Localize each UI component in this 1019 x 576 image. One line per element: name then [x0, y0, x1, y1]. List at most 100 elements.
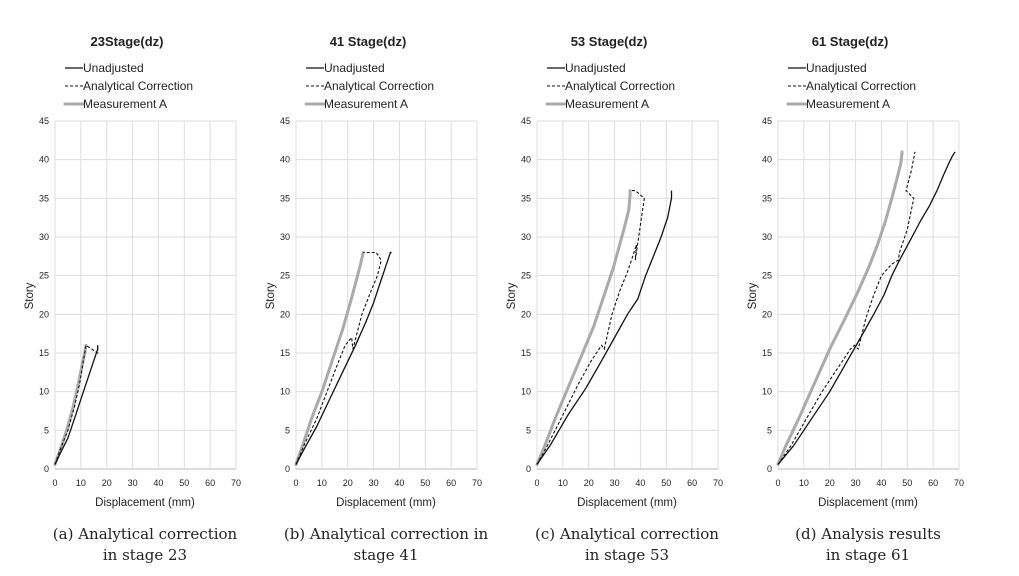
y-tick-label: 0 — [285, 464, 290, 474]
x-tick-label: 0 — [775, 478, 780, 488]
y-tick-label: 25 — [521, 271, 531, 281]
y-tick-label: 40 — [521, 155, 531, 165]
x-tick-label: 30 — [851, 478, 861, 488]
y-tick-label: 45 — [280, 116, 290, 126]
series-line-analytical-correction — [777, 151, 916, 465]
series-line-analytical-correction — [536, 190, 645, 465]
caption-line: in stage 23 — [102, 546, 188, 564]
caption-line: in stage 53 — [584, 546, 670, 564]
y-tick-label: 10 — [39, 387, 49, 397]
x-tick-label: 10 — [799, 478, 809, 488]
y-axis-title: Story — [24, 282, 36, 309]
caption-line: (a) Analytical correction — [52, 525, 238, 543]
y-tick-label: 25 — [280, 271, 290, 281]
y-tick-label: 45 — [762, 116, 772, 126]
x-tick-label: 20 — [102, 478, 112, 488]
x-tick-label: 20 — [343, 478, 353, 488]
y-tick-label: 15 — [280, 348, 290, 358]
series-line-unadjusted — [295, 251, 392, 465]
legend-label-analytical-correction: Analytical Correction — [324, 79, 434, 93]
y-tick-label: 5 — [767, 425, 772, 435]
x-axis-title: Displacement (mm) — [95, 497, 195, 509]
y-tick-label: 40 — [280, 155, 290, 165]
legend-label-measurement-a: Measurement A — [83, 97, 167, 111]
series-line-unadjusted — [536, 190, 673, 465]
y-tick-label: 20 — [521, 309, 531, 319]
series-line-measurement-a — [776, 150, 904, 466]
x-tick-label: 30 — [610, 478, 620, 488]
figure-caption-c: (c) Analytical correction in stage 53 — [502, 524, 752, 566]
x-tick-label: 40 — [635, 478, 645, 488]
y-tick-label: 0 — [767, 464, 772, 474]
legend-label-unadjusted: Unadjusted — [565, 61, 626, 75]
y-tick-label: 45 — [521, 116, 531, 126]
x-tick-label: 40 — [876, 478, 886, 488]
y-tick-label: 10 — [521, 387, 531, 397]
figure-caption-a: (a) Analytical correction in stage 23 — [20, 524, 270, 566]
caption-line: in stage 61 — [825, 546, 911, 564]
y-tick-label: 30 — [39, 232, 49, 242]
x-tick-label: 0 — [534, 478, 539, 488]
legend-label-analytical-correction: Analytical Correction — [83, 79, 193, 93]
x-tick-label: 30 — [369, 478, 379, 488]
y-tick-label: 30 — [521, 232, 531, 242]
y-tick-label: 35 — [280, 193, 290, 203]
x-tick-label: 50 — [420, 478, 430, 488]
y-tick-label: 25 — [39, 271, 49, 281]
y-tick-label: 25 — [762, 271, 772, 281]
y-tick-label: 30 — [280, 232, 290, 242]
legend-label-measurement-a: Measurement A — [565, 97, 649, 111]
y-tick-label: 0 — [44, 464, 49, 474]
chart-title: 23Stage(dz) — [91, 34, 164, 49]
y-tick-label: 5 — [44, 425, 49, 435]
series-line-measurement-a — [294, 251, 365, 466]
series-line-measurement-a — [53, 343, 88, 466]
caption-line: (d) Analysis results — [795, 525, 941, 543]
legend-label-unadjusted: Unadjusted — [324, 61, 385, 75]
x-tick-label: 60 — [687, 478, 697, 488]
caption-line: stage 41 — [353, 546, 419, 564]
legend-label-unadjusted: Unadjusted — [83, 61, 144, 75]
x-axis-title: Displacement (mm) — [577, 497, 677, 509]
legend-label-analytical-correction: Analytical Correction — [565, 79, 675, 93]
x-tick-label: 0 — [52, 478, 57, 488]
y-tick-label: 5 — [526, 425, 531, 435]
y-tick-label: 30 — [762, 232, 772, 242]
y-tick-label: 20 — [762, 309, 772, 319]
x-tick-label: 50 — [902, 478, 912, 488]
x-tick-label: 60 — [446, 478, 456, 488]
chart-title: 61 Stage(dz) — [812, 34, 889, 49]
legend-label-analytical-correction: Analytical Correction — [806, 79, 916, 93]
caption-line: (b) Analytical correction in — [283, 525, 489, 543]
y-axis-title: Story — [747, 282, 759, 309]
legend-label-measurement-a: Measurement A — [806, 97, 890, 111]
x-tick-label: 60 — [205, 478, 215, 488]
y-tick-label: 20 — [280, 309, 290, 319]
y-tick-label: 40 — [39, 155, 49, 165]
y-tick-label: 35 — [762, 193, 772, 203]
y-tick-label: 40 — [762, 155, 772, 165]
x-axis-title: Displacement (mm) — [818, 497, 918, 509]
x-tick-label: 50 — [661, 478, 671, 488]
x-tick-label: 70 — [231, 478, 241, 488]
chart-title: 41 Stage(dz) — [330, 34, 407, 49]
x-tick-label: 60 — [928, 478, 938, 488]
series-line-measurement-a — [535, 189, 632, 466]
x-tick-label: 20 — [825, 478, 835, 488]
x-tick-label: 70 — [713, 478, 723, 488]
y-tick-label: 15 — [521, 348, 531, 358]
x-tick-label: 50 — [179, 478, 189, 488]
y-tick-label: 0 — [526, 464, 531, 474]
legend-label-unadjusted: Unadjusted — [806, 61, 867, 75]
y-tick-label: 15 — [39, 348, 49, 358]
y-tick-label: 5 — [285, 425, 290, 435]
y-tick-label: 20 — [39, 309, 49, 319]
y-tick-label: 10 — [762, 387, 772, 397]
y-axis-title: Story — [506, 282, 518, 309]
caption-line: (c) Analytical correction — [535, 525, 719, 543]
series-line-unadjusted — [54, 345, 99, 465]
y-tick-label: 45 — [39, 116, 49, 126]
x-tick-label: 30 — [128, 478, 138, 488]
y-axis-title: Story — [265, 282, 277, 309]
